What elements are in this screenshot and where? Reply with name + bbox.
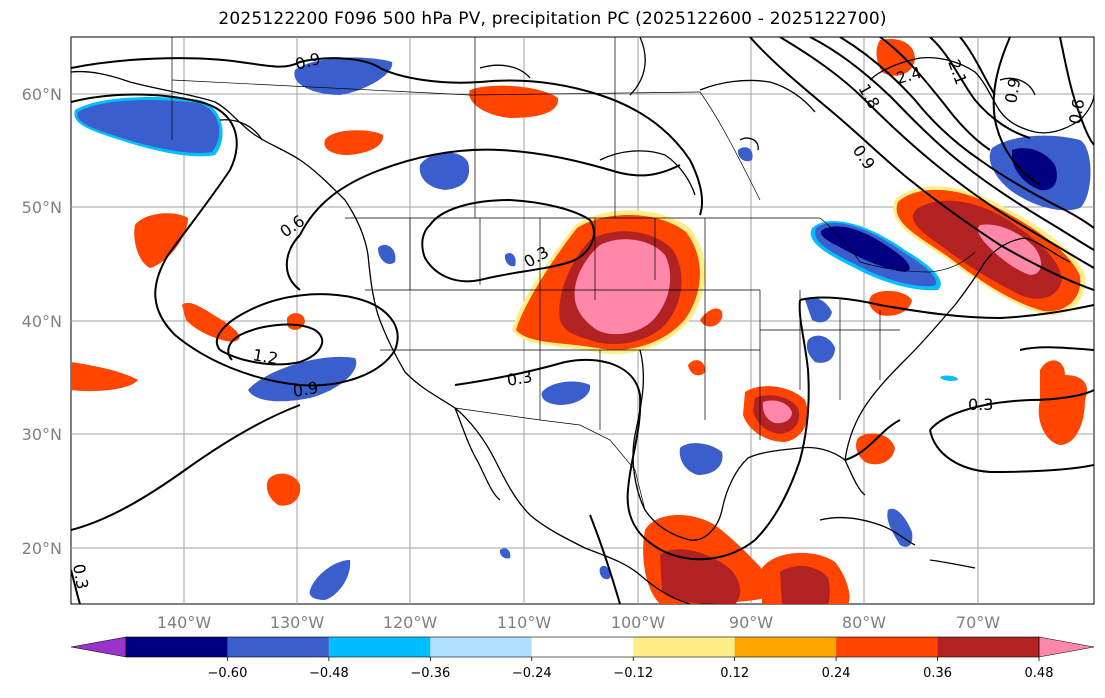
precip-blob-northeast bbox=[893, 186, 1086, 316]
contour-label: 0.3 bbox=[505, 367, 533, 390]
lon-label: 90°W bbox=[729, 613, 773, 632]
precip-fields bbox=[71, 39, 1091, 604]
contour-label: 0.6 bbox=[1065, 97, 1088, 125]
latitude-labels: 60°N 50°N 40°N 30°N 20°N bbox=[22, 85, 62, 558]
precip-blob-florida-e bbox=[856, 433, 895, 465]
contour-label: 1.2 bbox=[251, 345, 279, 368]
lat-label: 30°N bbox=[22, 425, 62, 444]
colorbar-outline bbox=[125, 636, 1040, 658]
lon-label: 140°W bbox=[157, 613, 212, 632]
precip-blob-central-plains bbox=[512, 210, 706, 355]
longitude-labels: 140°W 130°W 120°W 110°W 100°W 90°W 80°W … bbox=[157, 613, 1000, 632]
lon-label: 100°W bbox=[611, 613, 666, 632]
pv-contours bbox=[71, 37, 1094, 604]
contour-label: 0.9 bbox=[291, 378, 319, 401]
lon-label: 110°W bbox=[497, 613, 552, 632]
precip-blob-canada-west bbox=[419, 152, 470, 190]
precip-blob-small-2 bbox=[504, 253, 516, 267]
precip-blob-cuba bbox=[887, 508, 913, 547]
precip-blob-small-4 bbox=[876, 39, 915, 76]
colorbar-swatch bbox=[836, 637, 938, 657]
colorbar-swatch bbox=[430, 637, 532, 657]
political-borders bbox=[171, 37, 976, 511]
colorbar-tick-label: 0.48 bbox=[1025, 666, 1054, 681]
precip-blob-pacific-w bbox=[134, 213, 188, 268]
precip-blob-alaska bbox=[74, 97, 223, 157]
colorbar-swatch bbox=[531, 637, 634, 657]
precip-blob-ohio bbox=[806, 335, 835, 363]
precip-blob-michigan bbox=[805, 297, 832, 323]
colorbar-swatch bbox=[937, 637, 1039, 657]
precip-blob-hawaii-e bbox=[71, 362, 138, 392]
colorbar-extend-low bbox=[70, 636, 127, 658]
precip-blob-small-5 bbox=[940, 375, 958, 381]
precip-blob-yukon bbox=[294, 57, 393, 95]
precip-blob-mx-pacific bbox=[599, 565, 611, 580]
precip-blob-gulf bbox=[679, 443, 723, 475]
colorbar-swatch bbox=[328, 637, 431, 657]
lon-label: 130°W bbox=[270, 613, 325, 632]
lat-label: 20°N bbox=[22, 539, 62, 558]
precip-blob-central-america bbox=[762, 552, 850, 604]
coastlines bbox=[71, 37, 1094, 604]
lon-label: 80°W bbox=[842, 613, 886, 632]
colorbar-tick-label: −0.60 bbox=[208, 666, 248, 681]
colorbar-tick-label: −0.48 bbox=[309, 666, 349, 681]
precip-blob-small-6 bbox=[499, 548, 511, 559]
contour-label: 0.3 bbox=[968, 395, 993, 414]
precip-blob-pacific-s bbox=[266, 473, 301, 506]
precip-blob-mo bbox=[700, 308, 723, 327]
precip-blob-pacific-low bbox=[248, 356, 357, 402]
precip-blob-small-3 bbox=[737, 147, 753, 162]
map-title: 2025122200 F096 500 hPa PV, precipitatio… bbox=[218, 9, 887, 29]
colorbar-tick-label: −0.24 bbox=[512, 666, 552, 681]
precip-blob-small-1 bbox=[378, 244, 396, 265]
precip-blob-labrador bbox=[989, 135, 1091, 211]
colorbar: −0.60 −0.48 −0.36 −0.24 −0.12 0.12 0.24 0.36 0.4… bbox=[70, 636, 1095, 681]
lon-label: 70°W bbox=[956, 613, 1000, 632]
precip-blob-pacific-nw bbox=[324, 130, 384, 155]
colorbar-swatch bbox=[126, 637, 228, 657]
contour-label: 0.9 bbox=[1001, 76, 1024, 104]
lat-label: 40°N bbox=[22, 312, 62, 331]
colorbar-tick-label: −0.36 bbox=[410, 666, 450, 681]
colorbar-extend-high bbox=[1038, 636, 1095, 658]
colorbar-tick-label: 0.24 bbox=[822, 666, 851, 681]
precip-blob-hudson bbox=[469, 85, 559, 118]
colorbar-swatch bbox=[227, 637, 329, 657]
precip-blob-sw-us bbox=[541, 381, 591, 405]
colorbar-tick-label: 0.12 bbox=[720, 666, 749, 681]
lat-label: 60°N bbox=[22, 85, 62, 104]
colorbar-tick-label: 0.36 bbox=[923, 666, 952, 681]
colorbar-tick-label: −0.12 bbox=[613, 666, 653, 681]
contour-label: 0.3 bbox=[69, 562, 92, 590]
precip-blob-ar bbox=[688, 360, 706, 376]
precip-blob-great-lakes bbox=[810, 220, 941, 291]
precip-blob-pacific-sw bbox=[182, 302, 240, 342]
colorbar-swatch bbox=[734, 637, 837, 657]
precip-blob-pacific-ss bbox=[309, 560, 351, 600]
precip-blob-mexico-s bbox=[643, 514, 780, 604]
lon-label: 120°W bbox=[383, 613, 438, 632]
precip-blob-southeast bbox=[743, 386, 808, 442]
colorbar-swatch bbox=[633, 637, 735, 657]
lat-label: 50°N bbox=[22, 198, 62, 217]
precip-blob-atlantic bbox=[1038, 360, 1088, 445]
